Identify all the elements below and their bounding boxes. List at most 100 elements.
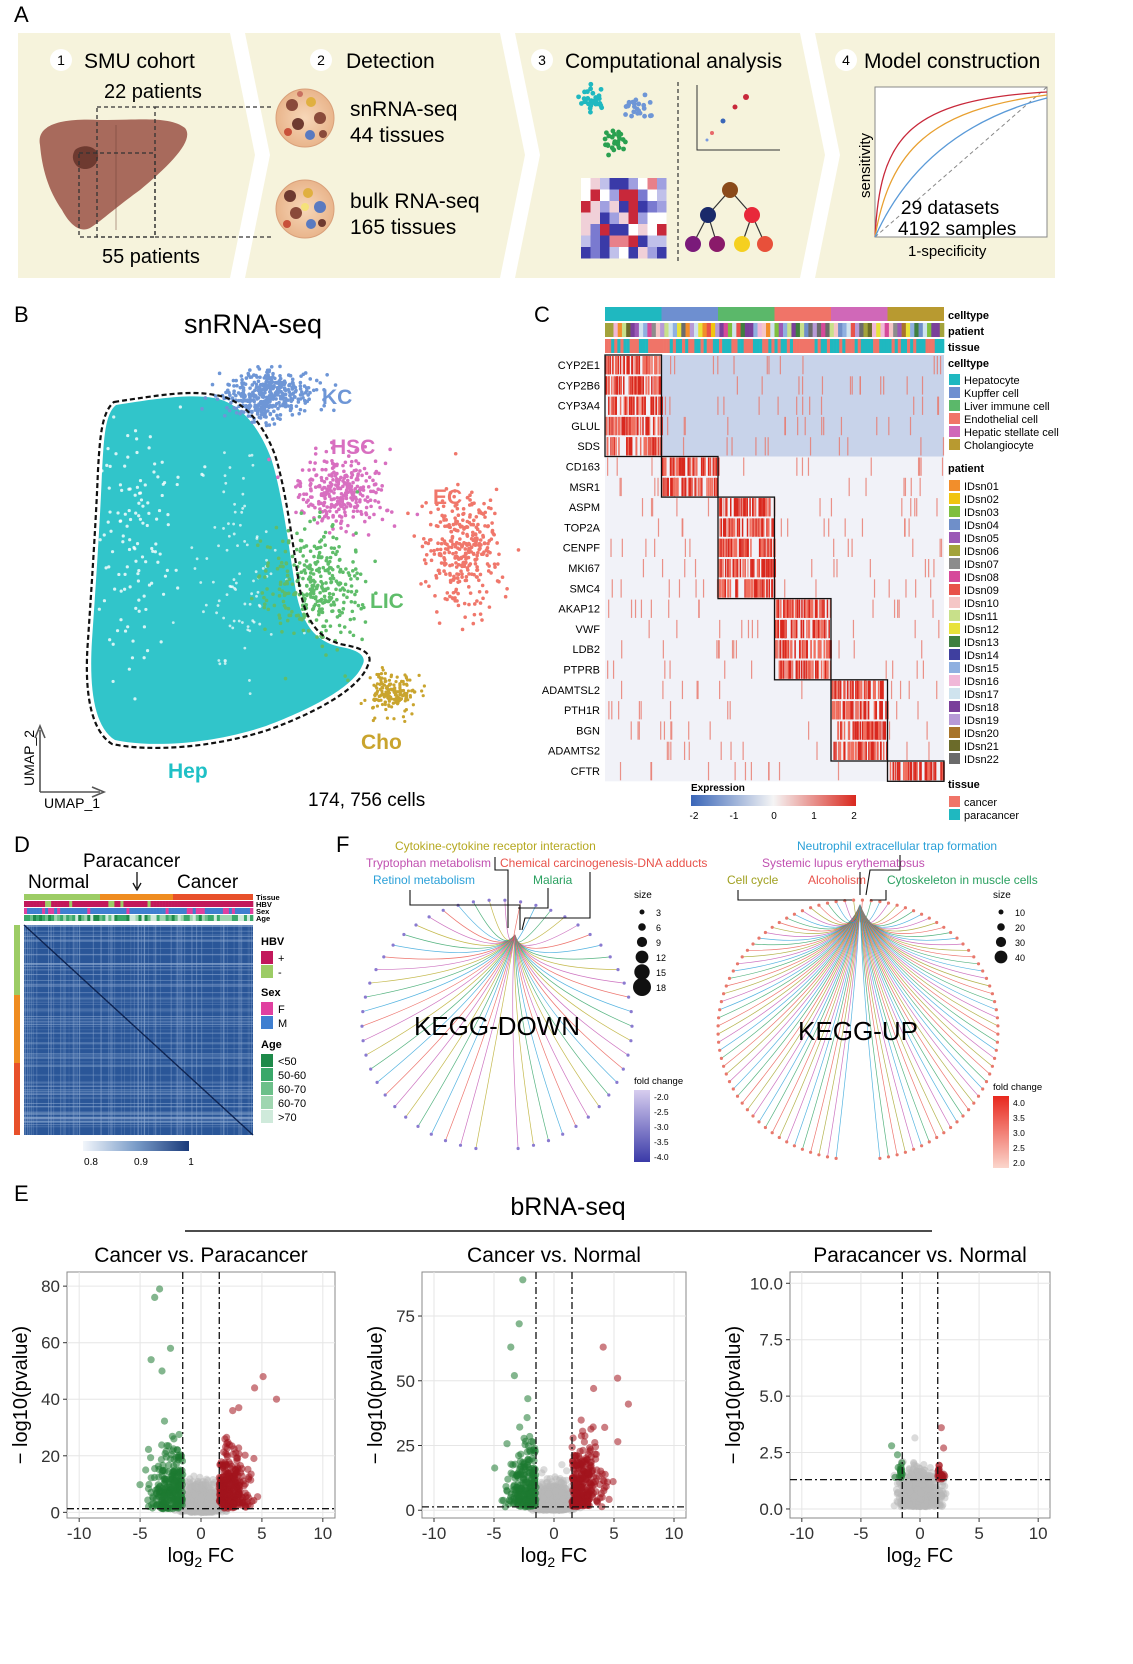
umap-point	[345, 478, 350, 483]
heatmap-expr-mark	[899, 680, 902, 700]
corr-stripe	[201, 925, 203, 1135]
heatmap-expr-mark	[767, 437, 769, 456]
heatmap-expr-mark	[678, 579, 681, 598]
heatmap-expr-mark	[648, 416, 651, 436]
heatmap-expr-mark	[643, 396, 645, 415]
tissue-bar-segment	[866, 339, 871, 353]
celltype-legend-label: Liver immune cell	[964, 401, 1050, 413]
umap-point	[144, 560, 148, 564]
umap-point	[267, 380, 272, 385]
heatmap-expr-mark	[662, 457, 664, 476]
umap-point	[351, 480, 355, 485]
heatmap-expr-mark	[631, 376, 634, 395]
corr-stripe	[32, 925, 34, 1135]
umap-point	[242, 476, 245, 480]
track-sex-cell	[171, 908, 175, 914]
umap-point	[102, 599, 107, 603]
umap-point	[353, 487, 358, 491]
umap-point	[335, 648, 340, 652]
track-hbv-cell	[93, 901, 97, 907]
umap-point	[481, 552, 485, 556]
track-hbv-cell	[141, 901, 145, 907]
corr-stripe	[192, 925, 193, 1135]
heatmap-expr-mark	[733, 640, 735, 659]
umap-point	[363, 579, 368, 584]
umap-point	[263, 627, 267, 632]
tissue-bar-segment	[774, 339, 778, 353]
umap-point	[153, 462, 157, 466]
track-hbv-cell	[249, 901, 254, 907]
umap-point	[471, 522, 475, 527]
umap-point	[438, 552, 443, 556]
heatmap-expr-mark	[735, 640, 738, 659]
heatmap-expr-mark	[898, 762, 900, 781]
umap-point	[445, 591, 450, 595]
heatmap-expr-mark	[724, 579, 727, 598]
umap-point	[387, 678, 392, 682]
umap-point	[201, 474, 205, 477]
heatmap-expr-mark	[643, 437, 646, 456]
track-sex-cell	[228, 908, 233, 914]
umap-point	[193, 567, 197, 570]
tissue-bar-segment	[645, 339, 649, 353]
kegg-gene-node	[717, 1040, 721, 1044]
umap-point	[297, 561, 302, 565]
tissue-bar-segment	[925, 339, 929, 353]
heatmap-expr-mark	[671, 477, 673, 497]
umap-point	[497, 552, 501, 557]
heatmap-expr-mark	[786, 599, 788, 618]
umap-point	[248, 454, 252, 458]
umap-point	[483, 515, 487, 519]
celltype-legend-label: Cholangiocyte	[964, 440, 1034, 452]
kegg-gene-node	[927, 1140, 931, 1144]
umap-point	[304, 492, 309, 496]
heatmap-expr-mark	[639, 437, 642, 456]
heatmap-expr-mark	[767, 538, 769, 557]
track-sex-cell	[243, 908, 248, 914]
umap-point	[348, 485, 352, 489]
umap-point	[118, 519, 122, 523]
umap-point	[255, 594, 258, 598]
umap-point	[373, 471, 378, 476]
heatmap-expr-mark	[798, 376, 800, 395]
track-hbv-cell	[126, 901, 130, 907]
heatmap-expr-mark	[755, 518, 757, 537]
umap-point	[318, 507, 322, 511]
umap-point	[346, 678, 350, 683]
tissue-bar-segment	[833, 339, 837, 353]
umap-point	[458, 537, 462, 541]
kegg-gene-node	[731, 969, 735, 973]
heatmap-expr-mark	[763, 559, 766, 578]
patient-legend-swatch	[949, 675, 960, 686]
umap-point	[323, 543, 327, 547]
patient-bar-segment	[922, 323, 928, 337]
mini-heatmap-cell	[600, 201, 610, 213]
umap-point	[378, 505, 382, 510]
umap-point	[304, 602, 309, 607]
heatmap-expr-mark	[634, 599, 637, 618]
kegg-gene-node	[719, 1056, 724, 1060]
umap-point	[352, 490, 356, 495]
umap-point	[152, 470, 156, 474]
umap-point	[341, 479, 345, 483]
heatmap-expr-mark	[741, 518, 744, 537]
kegg-edge	[514, 934, 611, 960]
celltype-bar-segment	[887, 307, 944, 321]
heatmap-expr-mark	[727, 518, 730, 537]
heatmap-expr-mark	[681, 680, 684, 700]
heatmap-expr-mark	[857, 741, 860, 760]
heatmap-expr-mark	[774, 559, 776, 578]
umap-point	[222, 616, 226, 620]
heatmap-expr-mark	[657, 376, 659, 395]
track-hbv-cell	[168, 901, 172, 907]
umap-point	[252, 620, 256, 624]
umap-point	[349, 459, 354, 464]
heatmap-expr-mark	[656, 356, 658, 375]
heatmap-expr-mark	[778, 660, 781, 679]
cluster-dot	[631, 104, 637, 110]
heatmap-expr-mark	[821, 376, 824, 395]
umap-point	[505, 586, 509, 591]
heatmap-expr-mark	[672, 457, 674, 476]
kegg-edge	[859, 904, 993, 995]
umap-point	[308, 571, 313, 575]
